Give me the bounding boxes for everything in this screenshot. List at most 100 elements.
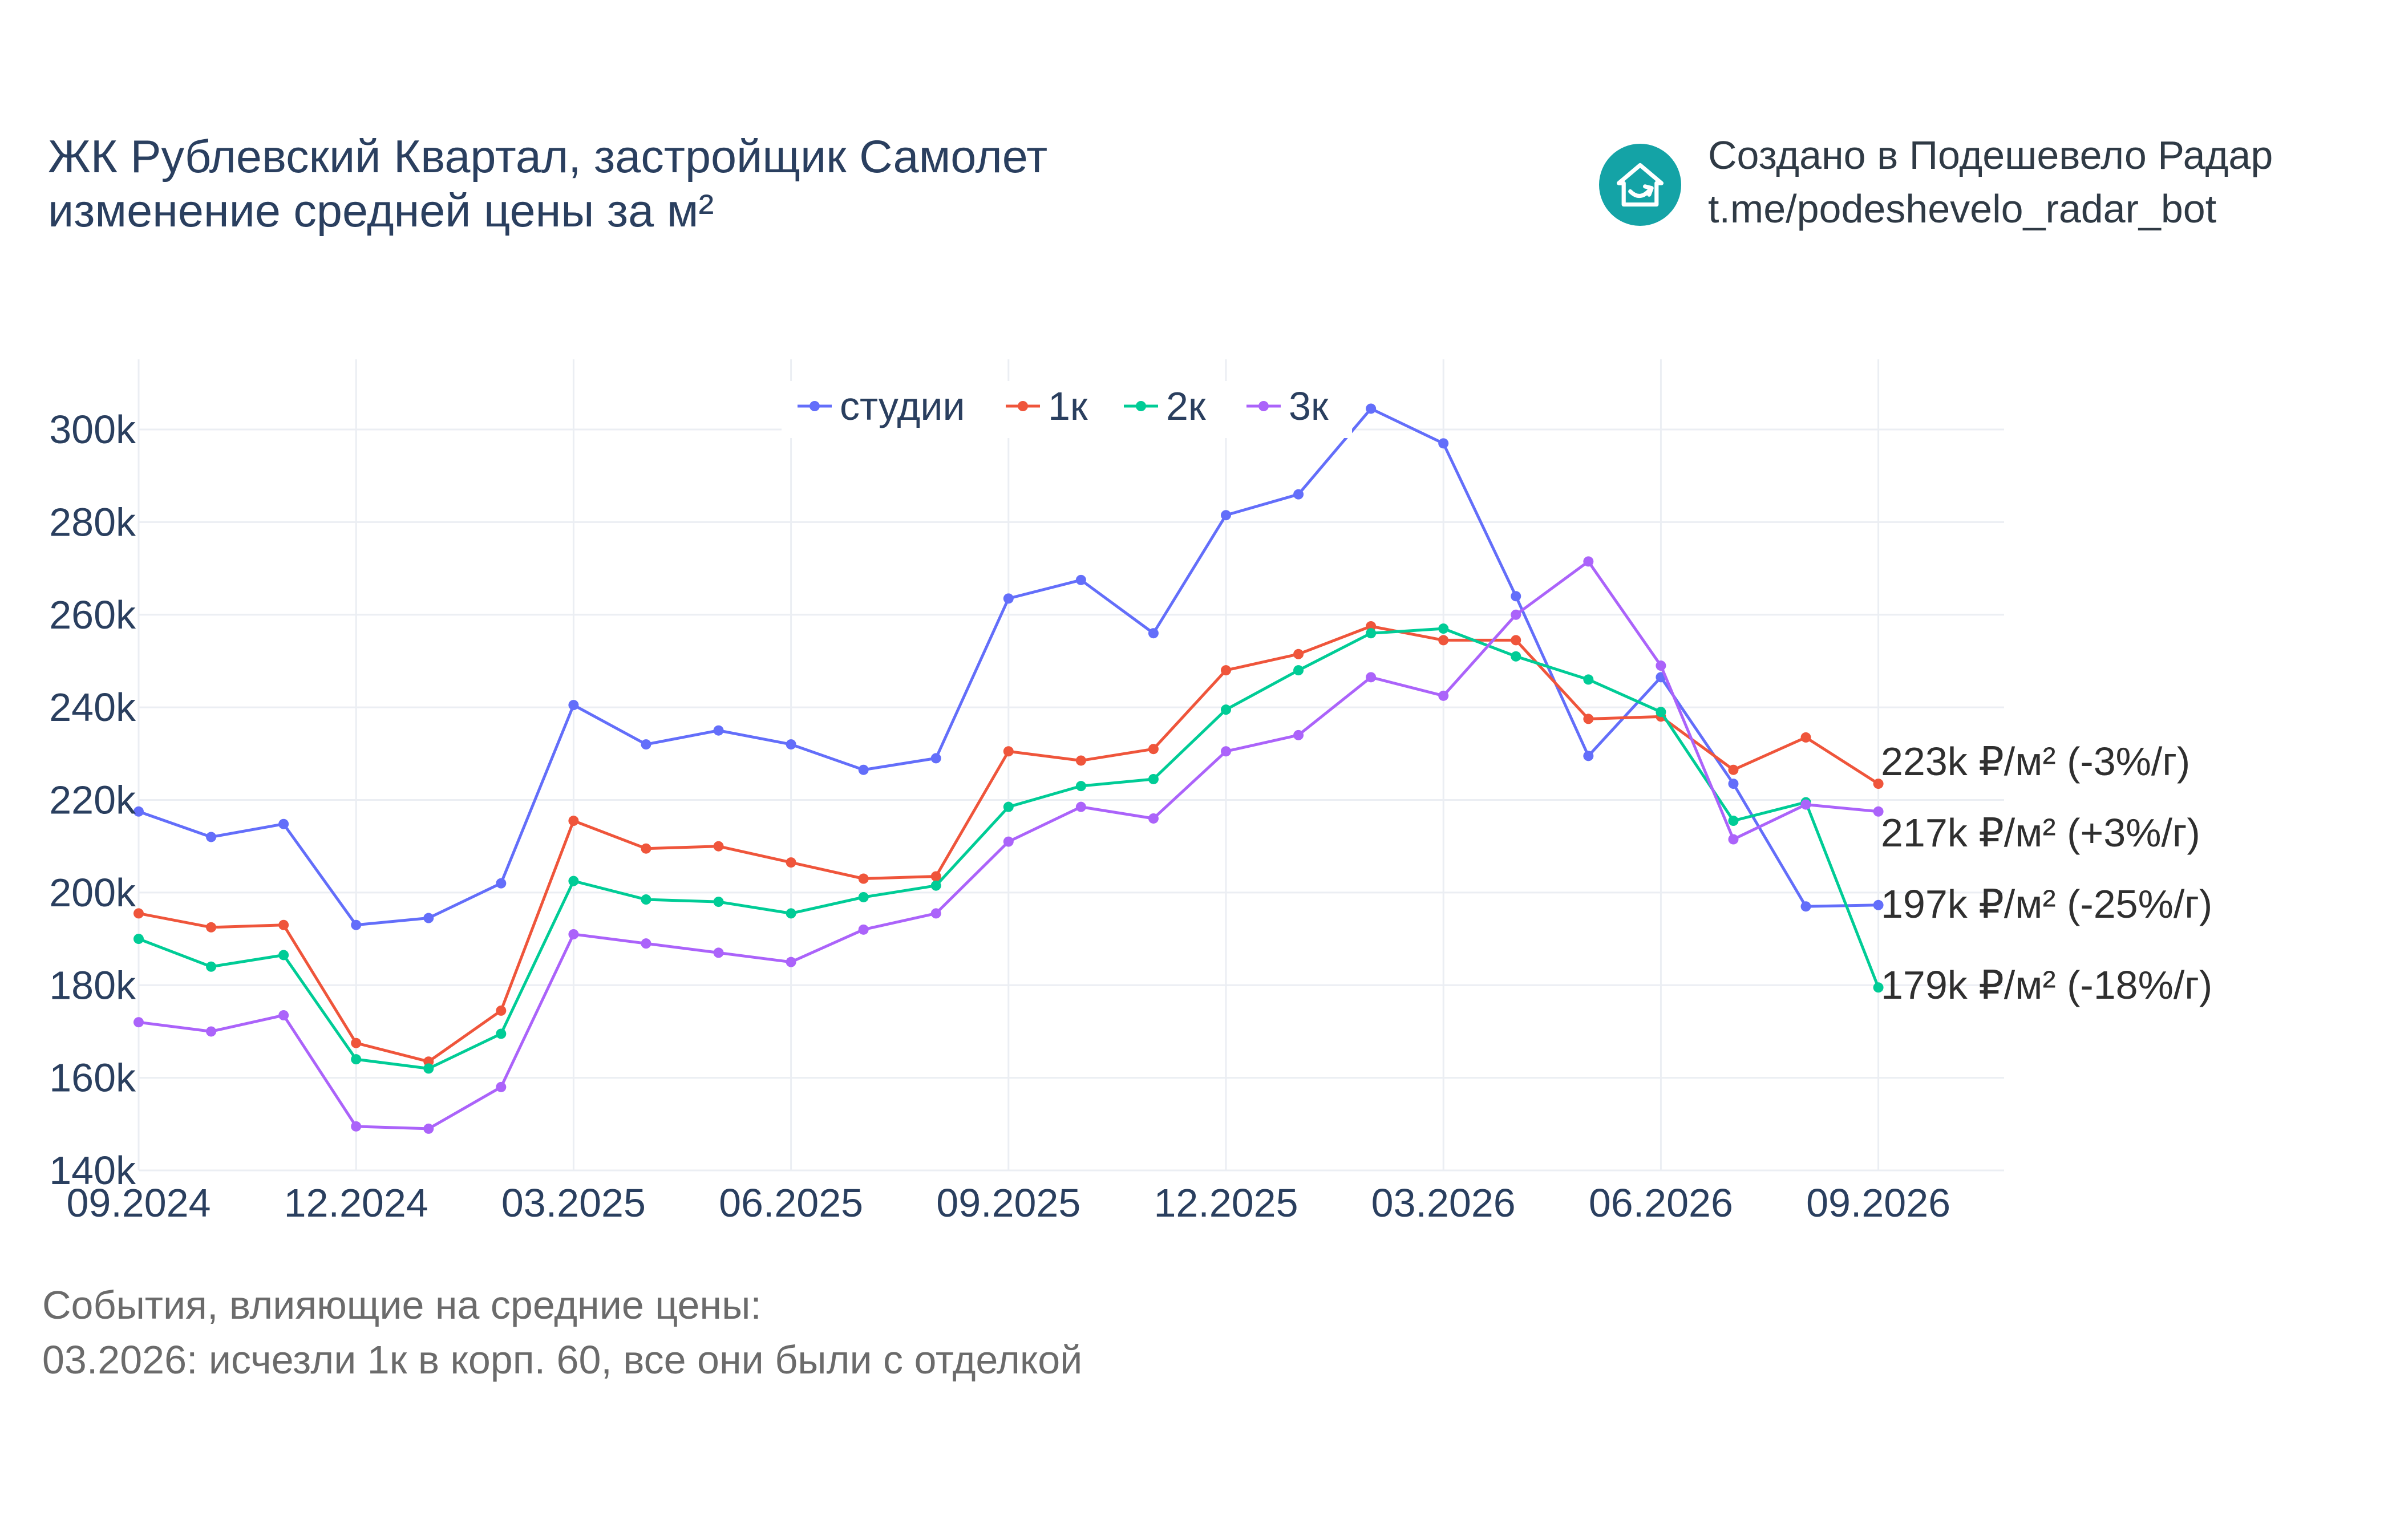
data-point — [1511, 609, 1521, 620]
data-point — [930, 880, 941, 891]
series-2к — [133, 623, 1884, 1074]
data-point — [930, 753, 941, 764]
logo-circle — [1599, 144, 1681, 226]
legend-marker — [1258, 401, 1269, 411]
data-point — [1656, 660, 1666, 671]
legend-marker — [1018, 401, 1028, 411]
data-point — [1221, 746, 1231, 757]
y-tick-label: 260k — [49, 593, 136, 637]
data-point — [1583, 714, 1594, 724]
data-point — [1583, 674, 1594, 685]
legend-marker — [810, 401, 820, 411]
legend-label: 1к — [1048, 384, 1088, 428]
events-heading: События, влияющие на средние цены: — [42, 1283, 762, 1327]
data-point — [1728, 816, 1739, 826]
data-point — [1221, 510, 1231, 521]
data-point — [858, 764, 869, 775]
end-value-label: 197k ₽/м² (-25%/г) — [1881, 882, 2212, 926]
data-point — [568, 700, 579, 711]
credit-line-1: Создано в Подешевело Радар — [1708, 133, 2273, 177]
data-point — [496, 1081, 507, 1092]
series-студии — [133, 403, 1884, 930]
data-point — [206, 922, 217, 933]
data-point — [1293, 649, 1304, 659]
data-point — [496, 1005, 507, 1016]
data-point — [1293, 665, 1304, 676]
data-point — [858, 924, 869, 935]
data-point — [1003, 746, 1014, 757]
data-point — [1728, 764, 1739, 775]
x-tick-label: 09.2024 — [66, 1181, 211, 1225]
data-point — [278, 950, 289, 961]
legend-label: 2к — [1166, 384, 1206, 428]
data-point — [1873, 779, 1884, 789]
data-point — [1148, 773, 1159, 784]
data-point — [930, 908, 941, 919]
data-point — [713, 841, 724, 852]
data-point — [1075, 574, 1086, 585]
data-point — [1511, 591, 1521, 602]
data-point — [206, 961, 217, 972]
data-point — [278, 818, 289, 829]
house-arrow-icon — [1599, 144, 1681, 226]
data-point — [496, 878, 507, 889]
y-tick-label: 300k — [49, 407, 136, 452]
data-point — [351, 1121, 362, 1132]
title-line-2: изменение средней цены за м² — [48, 185, 714, 237]
x-axis-ticks: 09.2024 12.2024 03.2025 06.2025 09.2025 12.20… — [66, 1181, 1950, 1225]
data-point — [1583, 556, 1594, 567]
data-point — [1438, 690, 1449, 701]
chart-title: ЖК Рублевский Квартал, застройщик Самоле… — [48, 130, 1047, 238]
end-value-label: 223k ₽/м² (-3%/г) — [1881, 739, 2190, 784]
data-point — [1003, 801, 1014, 812]
data-point — [351, 919, 362, 930]
data-point — [1366, 628, 1377, 639]
x-tick-label: 03.2026 — [1371, 1181, 1516, 1225]
data-point — [713, 725, 724, 736]
data-point — [1003, 836, 1014, 847]
data-point — [1656, 707, 1666, 718]
legend-label: 3к — [1289, 384, 1329, 428]
y-axis-ticks: 140k 160k 180k 200k 220k 240k 260k 280k 300k — [49, 407, 136, 1193]
data-point — [1873, 806, 1884, 817]
data-point — [1366, 403, 1377, 414]
data-point — [1148, 628, 1159, 639]
data-point — [713, 897, 724, 907]
data-point — [786, 739, 796, 750]
data-point — [1800, 901, 1811, 912]
x-tick-label: 09.2026 — [1806, 1181, 1950, 1225]
data-point — [1221, 665, 1231, 676]
data-point — [1800, 799, 1811, 810]
data-point — [568, 929, 579, 939]
data-point — [568, 816, 579, 826]
series-1к — [133, 621, 1884, 1067]
data-point — [858, 873, 869, 884]
data-point — [351, 1038, 362, 1048]
data-point — [1075, 755, 1086, 766]
data-point — [1438, 438, 1449, 449]
data-point — [133, 1017, 144, 1028]
end-value-label: 217k ₽/м² (+3%/г) — [1881, 810, 2200, 855]
data-point — [858, 891, 869, 902]
data-point — [1511, 635, 1521, 646]
x-tick-label: 12.2025 — [1154, 1181, 1298, 1225]
data-point — [1003, 593, 1014, 604]
y-tick-label: 140k — [49, 1148, 136, 1193]
data-point — [1221, 704, 1231, 715]
data-point — [641, 894, 651, 905]
grid — [137, 359, 2004, 1172]
data-point — [206, 1026, 217, 1037]
events-note: События, влияющие на средние цены: 03.20… — [42, 1278, 1082, 1387]
x-tick-label: 03.2025 — [501, 1181, 646, 1225]
data-point — [1728, 779, 1739, 789]
series-lines — [133, 403, 1884, 1134]
series-3к — [133, 556, 1884, 1134]
end-value-label: 179k ₽/м² (-18%/г) — [1881, 963, 2212, 1007]
data-point — [278, 919, 289, 930]
x-tick-label: 06.2025 — [719, 1181, 863, 1225]
x-tick-label: 09.2025 — [936, 1181, 1080, 1225]
data-point — [1293, 489, 1304, 500]
credit-link[interactable]: t.me/podeshevelo_radar_bot — [1708, 187, 2217, 231]
end-labels: 223k ₽/м² (-3%/г) 217k ₽/м² (+3%/г) 197k ₽… — [1881, 739, 2212, 1007]
data-point — [641, 739, 651, 750]
